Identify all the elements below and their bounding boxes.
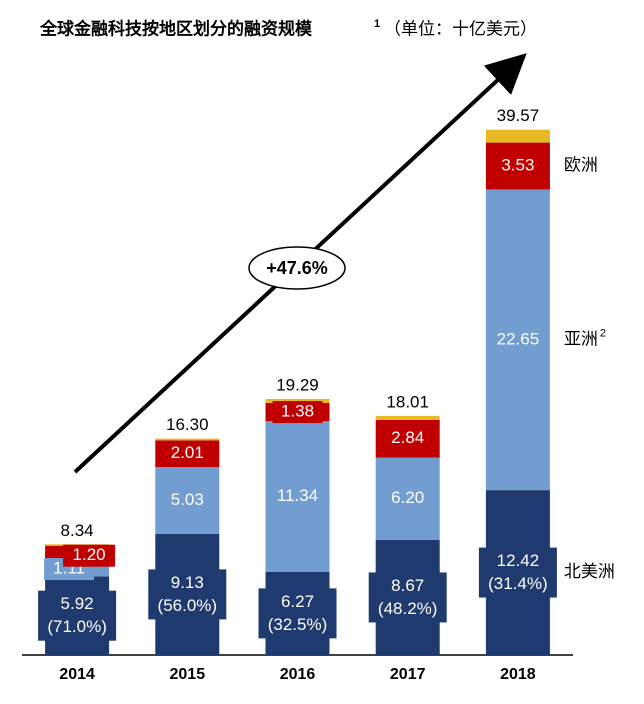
value-label: 5.92	[61, 594, 94, 613]
value-label: 3.53	[501, 155, 534, 174]
label-box	[38, 590, 117, 641]
label-box	[162, 442, 213, 465]
label-box	[377, 487, 438, 510]
bar-segment	[155, 438, 220, 441]
label-box	[63, 544, 116, 567]
bar-segment	[375, 415, 440, 420]
share-label: (56.0%)	[158, 596, 218, 615]
chart-subtitle: （单位：十亿美元）	[384, 19, 537, 38]
annotation: +47.6%	[266, 258, 328, 278]
x-tick-label: 2014	[59, 666, 95, 683]
x-tick-label: 2017	[390, 666, 426, 683]
label-box	[258, 588, 337, 639]
value-label: 11.34	[277, 486, 318, 505]
value-label: 6.27	[281, 592, 314, 611]
total-label: 39.57	[497, 106, 540, 125]
label-box	[478, 547, 557, 598]
title-note: 1	[374, 18, 380, 30]
value-label: 5.03	[171, 490, 204, 509]
legend-label: 亚洲	[564, 329, 598, 348]
value-label: 8.67	[391, 576, 424, 595]
label-box	[272, 401, 323, 424]
share-label: (31.4%)	[488, 574, 548, 593]
total-label: 16.30	[166, 415, 209, 434]
label-box	[487, 328, 548, 351]
bar-segment	[265, 398, 330, 403]
value-label: 2.84	[391, 428, 424, 447]
value-label: 6.20	[391, 488, 424, 507]
total-label: 18.01	[386, 392, 429, 411]
x-tick-label: 2015	[170, 666, 206, 683]
x-tick-label: 2018	[500, 666, 536, 683]
label-box	[382, 427, 433, 450]
chart-title: 全球金融科技按地区划分的融资规模	[39, 18, 313, 38]
value-label: 1.38	[281, 402, 314, 421]
share-label: (32.5%)	[268, 615, 328, 634]
legend-note: 2	[600, 328, 606, 340]
annotation-ellipse	[248, 246, 346, 290]
label-box	[148, 569, 227, 620]
share-label: (48.2%)	[378, 599, 438, 618]
label-box	[157, 489, 218, 512]
legend-label: 北美洲	[564, 562, 615, 581]
share-label: (71.0%)	[47, 617, 107, 636]
legend-label: 欧洲	[564, 155, 598, 174]
label-box	[492, 155, 543, 178]
total-label: 8.34	[61, 521, 94, 540]
total-label: 19.29	[276, 375, 319, 394]
label-box	[267, 485, 328, 508]
value-label: 12.42	[497, 551, 540, 570]
value-label: 1.20	[73, 545, 106, 564]
value-label: 2.01	[171, 443, 204, 462]
x-tick-label: 2016	[280, 666, 316, 683]
bar-segment	[485, 129, 550, 143]
value-label: 9.13	[171, 573, 204, 592]
value-label: 22.65	[497, 329, 540, 348]
label-box	[368, 572, 447, 623]
